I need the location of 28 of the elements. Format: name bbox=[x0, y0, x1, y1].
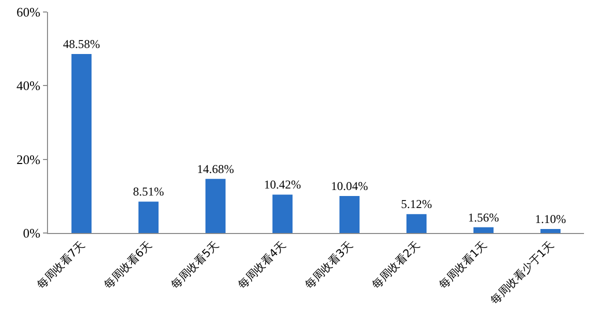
data-label: 1.56% bbox=[468, 210, 499, 224]
bar bbox=[138, 202, 159, 233]
x-tick-label: 每周收看6天 bbox=[101, 238, 155, 292]
x-tick-label: 每周收看2天 bbox=[369, 238, 423, 292]
data-label: 14.68% bbox=[197, 162, 234, 176]
y-tick-label: 0% bbox=[23, 226, 41, 241]
bar bbox=[339, 196, 360, 233]
bar bbox=[473, 227, 494, 233]
data-label: 10.42% bbox=[264, 178, 301, 192]
y-tick-label: 60% bbox=[16, 4, 41, 20]
bar bbox=[406, 214, 427, 233]
x-tick-label: 每周收看1天 bbox=[436, 238, 490, 292]
y-tick-label: 20% bbox=[16, 152, 41, 167]
bar bbox=[205, 178, 226, 233]
bar bbox=[71, 54, 92, 233]
data-label: 48.58% bbox=[63, 37, 100, 52]
data-label: 1.10% bbox=[535, 212, 566, 226]
bar bbox=[540, 228, 561, 233]
x-tick-label: 每周收看4天 bbox=[235, 238, 289, 292]
bar bbox=[272, 194, 293, 233]
data-label: 8.51% bbox=[133, 184, 164, 199]
x-tick-label: 每周收看3天 bbox=[302, 238, 356, 292]
data-label: 10.04% bbox=[331, 179, 368, 194]
data-label: 5.12% bbox=[401, 197, 432, 212]
x-tick-label: 每周收看7天 bbox=[34, 238, 88, 292]
y-tick-label: 40% bbox=[16, 78, 41, 94]
x-tick-label: 每周收看5天 bbox=[168, 238, 222, 292]
x-tick-label: 每周收看少于1天 bbox=[488, 238, 557, 308]
